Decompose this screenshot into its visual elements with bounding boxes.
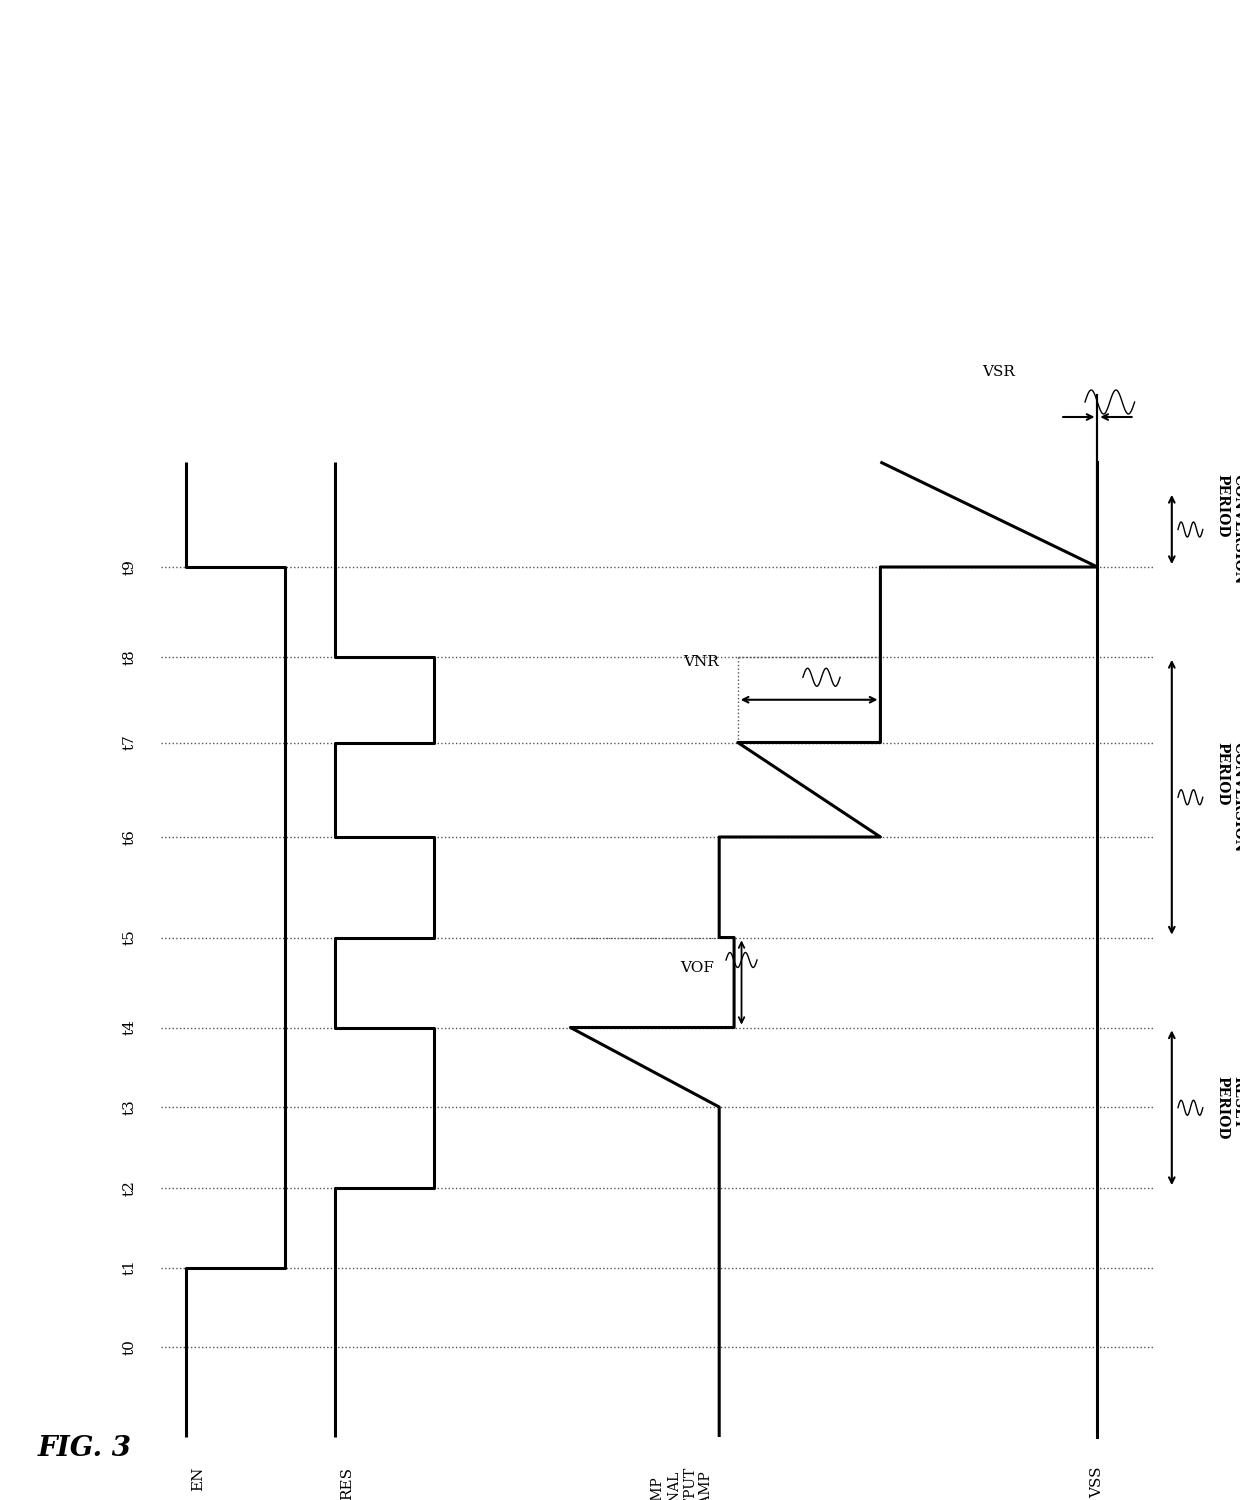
Text: RESET
PERIOD: RESET PERIOD <box>1215 1076 1240 1140</box>
Text: RES: RES <box>340 1467 355 1500</box>
Text: t6: t6 <box>123 830 136 844</box>
Text: t5: t5 <box>123 930 136 945</box>
Text: t8: t8 <box>123 650 136 664</box>
Text: EN: EN <box>191 1467 206 1491</box>
Text: FIG. 3: FIG. 3 <box>37 1436 131 1462</box>
Text: VSR: VSR <box>982 366 1014 380</box>
Text: t4: t4 <box>123 1020 136 1035</box>
Text: t1: t1 <box>123 1260 136 1275</box>
Text: VOF: VOF <box>681 960 714 975</box>
Text: t9: t9 <box>123 560 136 574</box>
Text: t3: t3 <box>123 1100 136 1114</box>
Text: N-SIGNAL
CONVERSION
PERIOD: N-SIGNAL CONVERSION PERIOD <box>1215 742 1240 852</box>
Text: t7: t7 <box>123 735 136 750</box>
Text: VSS: VSS <box>1090 1467 1105 1498</box>
Text: VNR: VNR <box>683 656 719 669</box>
Text: t2: t2 <box>123 1180 136 1196</box>
Text: S-SIGNAL
CONVERSION
PERIOD: S-SIGNAL CONVERSION PERIOD <box>1215 474 1240 585</box>
Text: t0: t0 <box>123 1340 136 1354</box>
Text: RAMP
SIGNAL
OUTPUT
VRAMP: RAMP SIGNAL OUTPUT VRAMP <box>651 1467 713 1500</box>
